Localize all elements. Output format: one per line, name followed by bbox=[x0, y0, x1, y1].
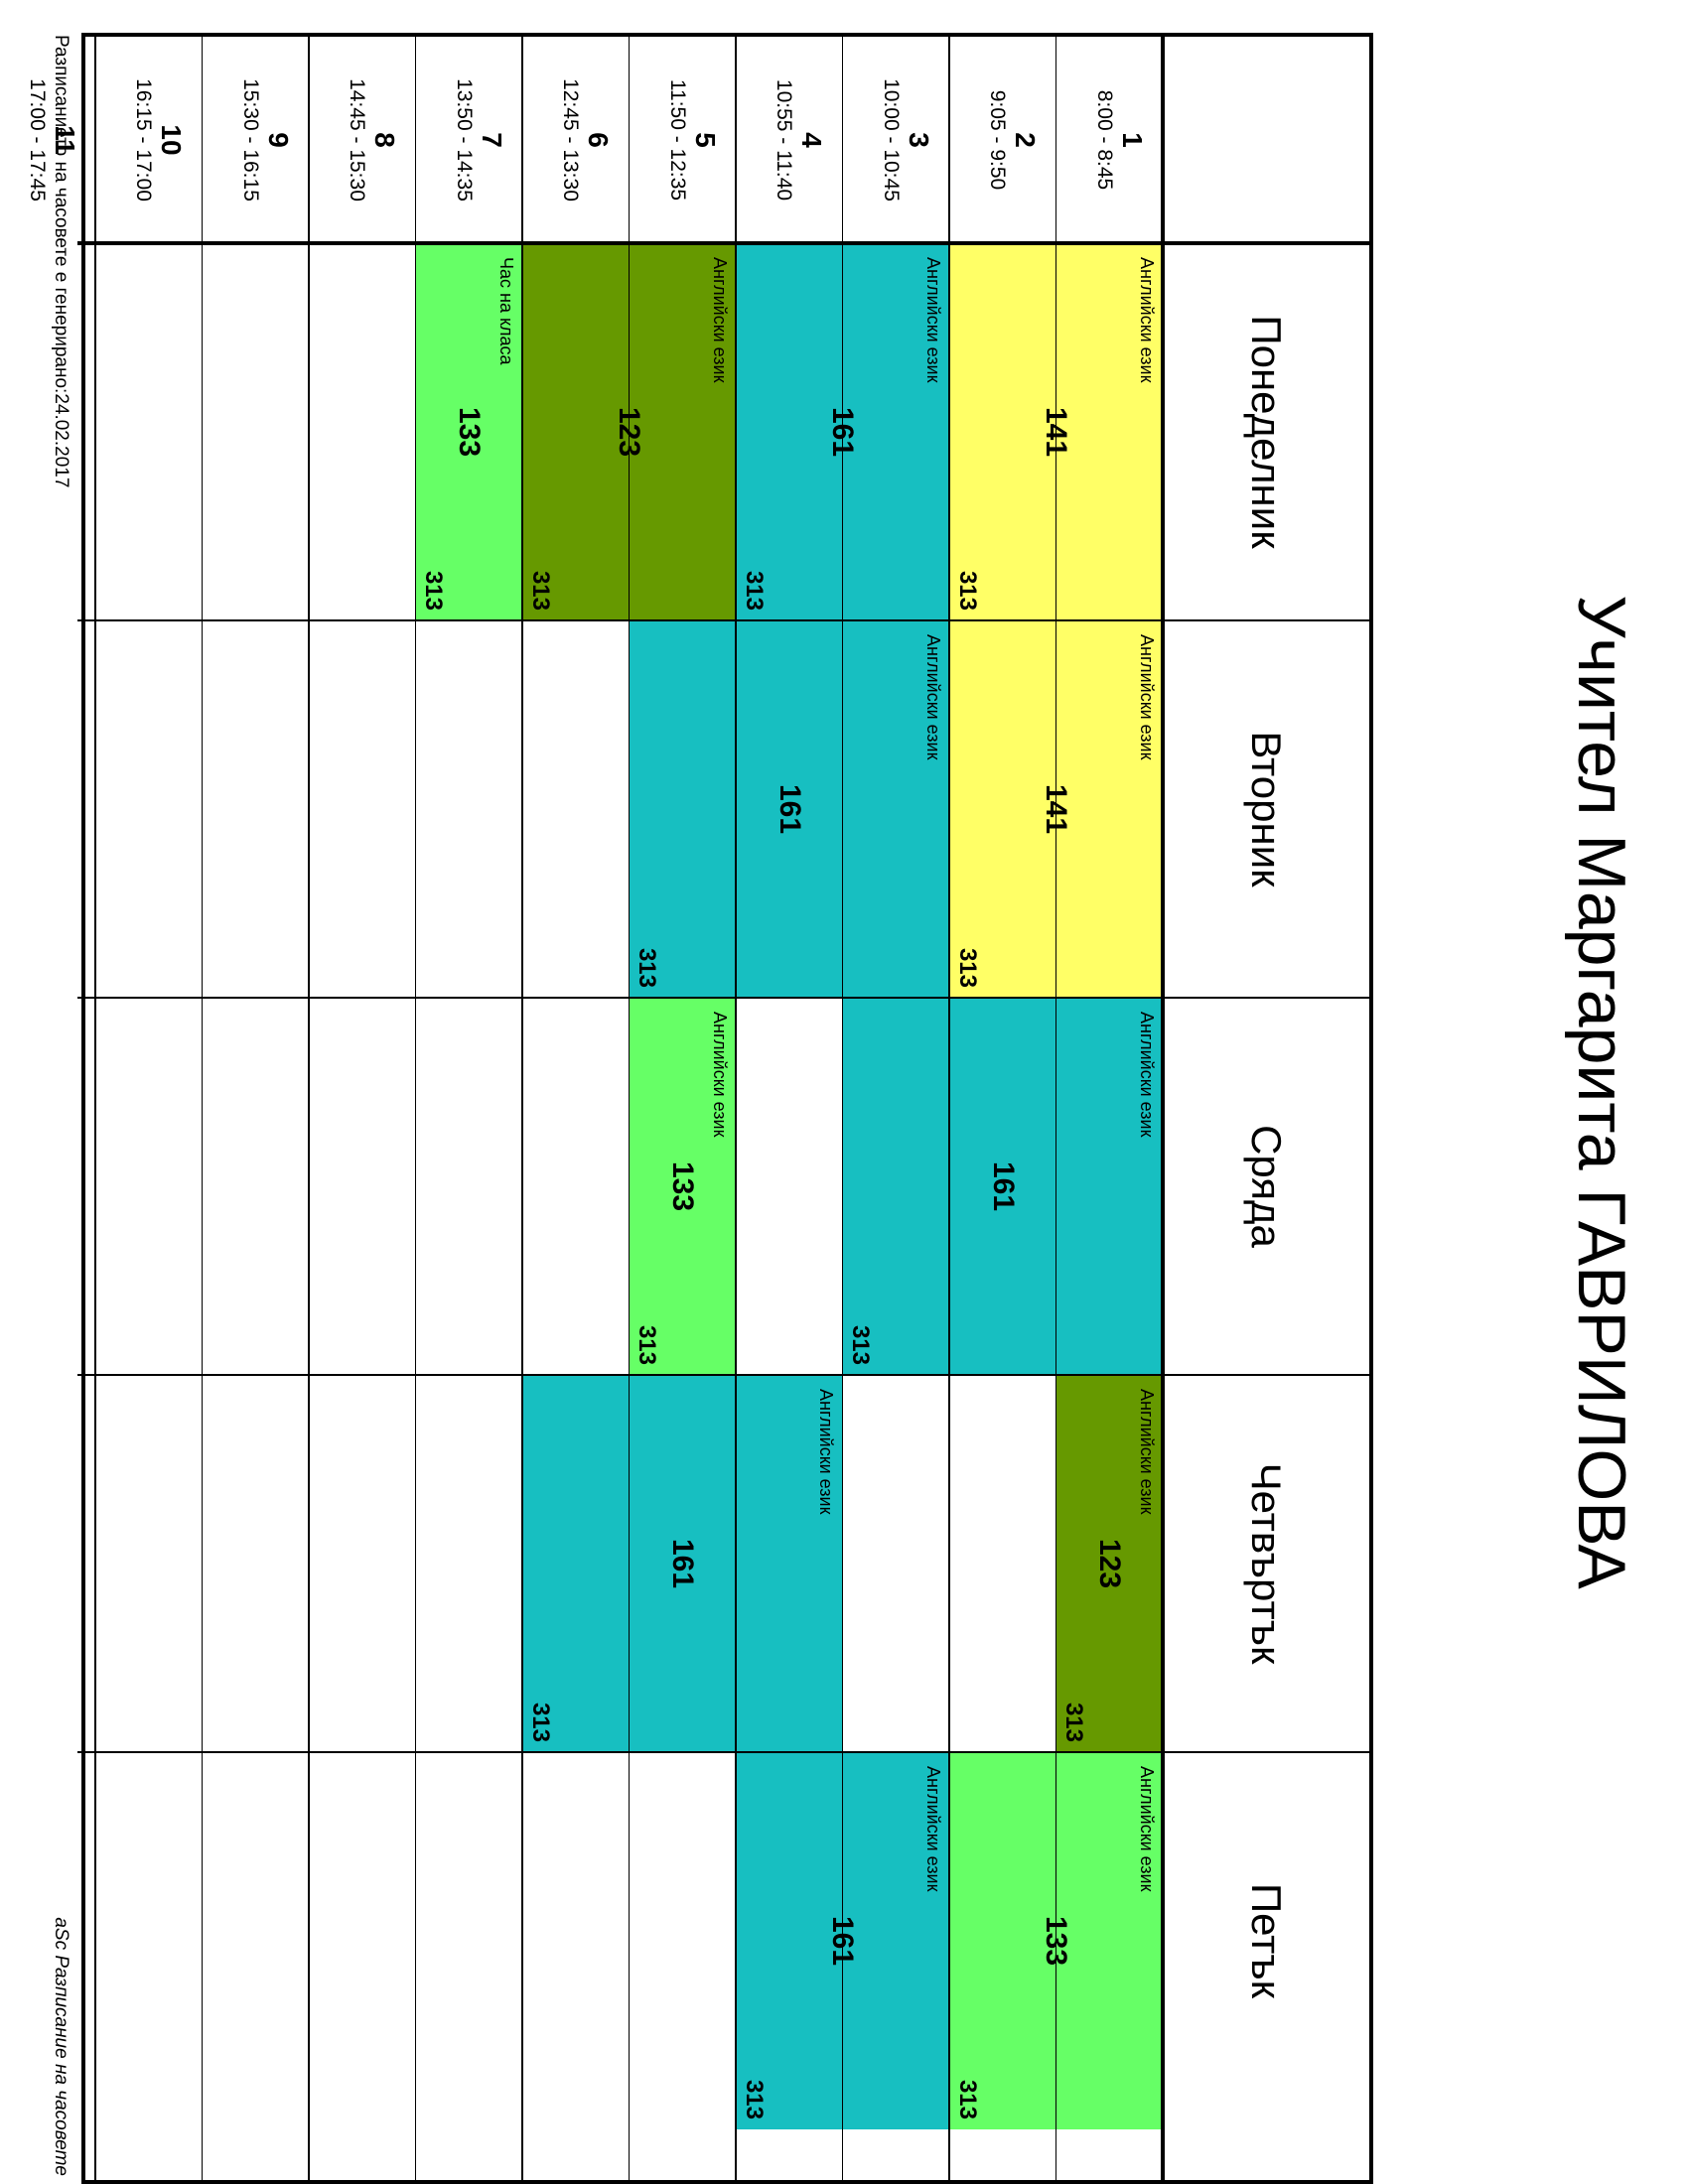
lesson-subject: Английски език bbox=[1137, 257, 1157, 383]
period-time: 8:00 - 8:45 bbox=[1093, 89, 1116, 191]
day-header: Понеделник bbox=[1243, 315, 1290, 549]
period-time: 14:45 - 15:30 bbox=[346, 78, 369, 202]
lesson-room: 313 bbox=[847, 1324, 875, 1365]
grid-line-horizontal bbox=[201, 37, 204, 2180]
lesson-class: 133 bbox=[666, 1160, 700, 1212]
lesson-room: 313 bbox=[954, 947, 981, 988]
lesson-subject: Английски език bbox=[816, 1389, 837, 1515]
day-header: Петък bbox=[1243, 1882, 1290, 1998]
period-time: 15:30 - 16:15 bbox=[239, 78, 262, 202]
lesson-room: 313 bbox=[1060, 1702, 1088, 1742]
period-number: 1 bbox=[1117, 132, 1148, 148]
lesson-block[interactable]: Английски език 161 313 bbox=[522, 1375, 843, 1752]
lesson-room: 313 bbox=[741, 570, 768, 611]
generated-note: Разписанието на часовете е генерирано:24… bbox=[51, 35, 71, 488]
lesson-block[interactable]: Английски език 123 313 bbox=[1055, 1375, 1163, 1752]
lesson-subject: Английски език bbox=[1137, 1012, 1157, 1138]
lesson-class: 161 bbox=[666, 1538, 700, 1589]
period-time: 10:55 - 11:40 bbox=[773, 78, 796, 202]
period-number: 6 bbox=[583, 132, 615, 148]
period-label: 11 17:00 - 17:45 bbox=[0, 37, 95, 243]
day-header: Четвъртък bbox=[1243, 1462, 1290, 1665]
grid-line-horizontal bbox=[308, 37, 310, 2180]
lesson-room: 313 bbox=[954, 570, 981, 611]
grid-line-horizontal bbox=[414, 37, 417, 2180]
lesson-class: 161 bbox=[773, 783, 806, 835]
grid-line-horizontal bbox=[1055, 37, 1057, 2180]
period-label: 6 12:45 - 13:30 bbox=[522, 37, 630, 243]
lesson-subject: Английски език bbox=[923, 1766, 943, 1892]
lesson-class: 161 bbox=[986, 1160, 1020, 1212]
lesson-room: 313 bbox=[420, 570, 448, 611]
period-time: 10:00 - 10:45 bbox=[880, 78, 903, 202]
day-header: Сряда bbox=[1243, 1125, 1290, 1248]
lesson-block[interactable]: Английски език 161 313 bbox=[629, 620, 949, 998]
lesson-room: 313 bbox=[741, 2079, 768, 2119]
period-time: 13:50 - 14:35 bbox=[453, 78, 476, 202]
period-label: 1 8:00 - 8:45 bbox=[1056, 37, 1164, 243]
lesson-room: 313 bbox=[633, 947, 661, 988]
day-header: Вторник bbox=[1243, 731, 1290, 887]
lesson-subject: Час на класа bbox=[496, 257, 516, 365]
lesson-block[interactable]: Английски език 133 313 bbox=[629, 998, 736, 1375]
period-number: 3 bbox=[904, 132, 934, 148]
period-label: 9 15:30 - 16:15 bbox=[203, 37, 310, 243]
lesson-block[interactable]: Английски език 161 313 bbox=[842, 998, 1163, 1375]
lesson-class: 133 bbox=[453, 406, 487, 458]
period-label: 2 9:05 - 9:50 bbox=[949, 37, 1056, 243]
software-credit: aSc Разписание на часовете bbox=[51, 1917, 71, 2176]
period-number: 5 bbox=[690, 132, 721, 148]
period-time: 9:05 - 9:50 bbox=[986, 89, 1010, 191]
period-label: 4 10:55 - 11:40 bbox=[736, 37, 843, 243]
lesson-subject: Английски език bbox=[1137, 1389, 1157, 1515]
period-time: 11:50 - 12:35 bbox=[666, 78, 689, 202]
lesson-room: 313 bbox=[527, 570, 554, 611]
lesson-subject: Английски език bbox=[923, 634, 943, 760]
lesson-subject: Английски език bbox=[923, 257, 943, 383]
period-label: 5 11:50 - 12:35 bbox=[630, 37, 737, 243]
lesson-room: 313 bbox=[527, 1702, 554, 1742]
period-number: 2 bbox=[1010, 132, 1042, 148]
lesson-subject: Английски език bbox=[710, 257, 730, 383]
period-number: 4 bbox=[796, 132, 828, 148]
timetable-grid: Английски език141313Английски език161313… bbox=[26, 33, 1373, 2184]
lesson-block[interactable]: Час на класа 133 313 bbox=[415, 243, 522, 620]
period-number: 9 bbox=[263, 132, 294, 148]
period-time: 16:15 - 17:00 bbox=[132, 78, 156, 202]
lesson-subject: Английски език bbox=[1137, 634, 1157, 760]
lesson-class: 123 bbox=[1093, 1538, 1127, 1589]
period-label: 8 14:45 - 15:30 bbox=[309, 37, 416, 243]
period-label: 10 16:15 - 17:00 bbox=[95, 37, 203, 243]
period-number: 7 bbox=[477, 132, 507, 148]
period-label: 7 13:50 - 14:35 bbox=[416, 37, 523, 243]
page-title: Учител Маргарита ГАВРИЛОВА bbox=[1564, 595, 1639, 1589]
lesson-subject: Английски език bbox=[1137, 1766, 1157, 1892]
lesson-subject: Английски език bbox=[710, 1012, 730, 1138]
period-time: 17:00 - 17:45 bbox=[26, 78, 49, 202]
grid-line-horizontal bbox=[841, 37, 844, 2180]
period-label: 3 10:00 - 10:45 bbox=[843, 37, 950, 243]
grid-line-horizontal bbox=[521, 37, 523, 2180]
grid-line-horizontal bbox=[94, 37, 96, 2180]
period-number: 10 bbox=[156, 124, 188, 156]
grid-line-horizontal bbox=[735, 37, 737, 2180]
lesson-room: 313 bbox=[633, 1324, 661, 1365]
grid-line-horizontal bbox=[948, 37, 950, 2180]
period-time: 12:45 - 13:30 bbox=[559, 78, 583, 202]
grid-line-horizontal bbox=[628, 37, 631, 2180]
period-number: 8 bbox=[369, 132, 401, 148]
lesson-room: 313 bbox=[954, 2079, 981, 2119]
